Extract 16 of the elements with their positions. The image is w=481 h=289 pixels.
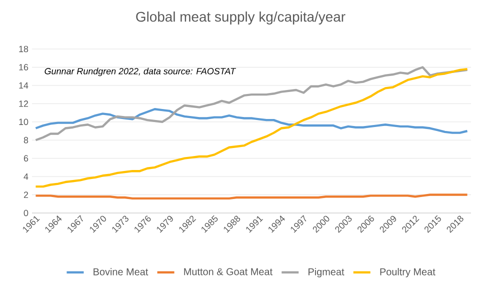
legend-label: Mutton & Goat Meat	[184, 268, 272, 276]
legend-label: Bovine Meat	[94, 268, 148, 276]
y-tick-label: 4	[24, 173, 28, 180]
y-tick-label: 12	[19, 100, 28, 107]
y-tick-label: 14	[19, 82, 28, 89]
legend-label: Pigmeat	[308, 268, 344, 278]
y-tick-label: 18	[19, 46, 28, 52]
y-tick-label: 8	[24, 136, 28, 144]
y-tick-label: 16	[19, 64, 28, 70]
y-tick-label: 10	[19, 118, 28, 126]
legend-label: Poultry Meat	[380, 268, 436, 278]
y-tick-label: 2	[24, 192, 28, 198]
y-tick-label: 6	[24, 155, 28, 162]
chart-title: Global meat supply kg/capita/year	[136, 11, 346, 24]
annotation: Gunnar Rundgren 2022, data source: FAOSTAT	[44, 68, 236, 76]
y-tick-label: 0	[24, 210, 28, 216]
